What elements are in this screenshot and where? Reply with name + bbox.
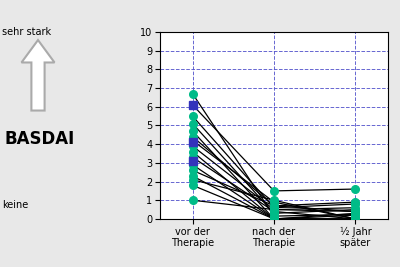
Text: sehr stark: sehr stark [2, 27, 51, 37]
FancyArrow shape [22, 40, 54, 111]
Text: BASDAI: BASDAI [5, 130, 75, 148]
Text: keine: keine [2, 200, 28, 210]
